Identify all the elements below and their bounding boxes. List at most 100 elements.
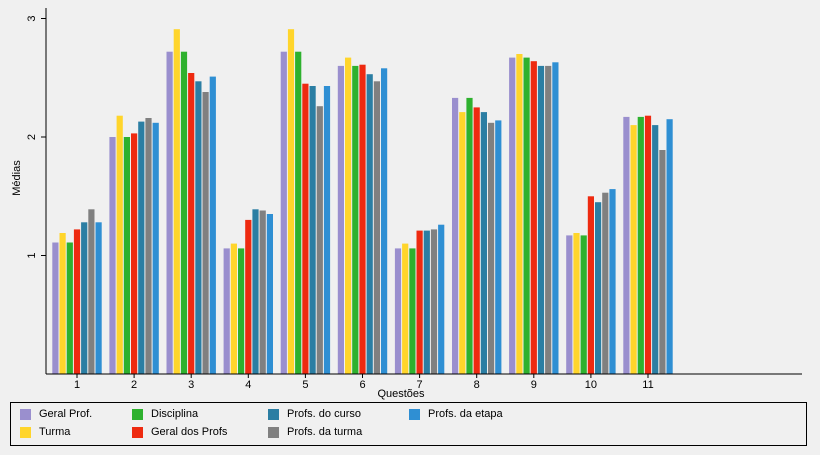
bar-q8-s3 — [466, 97, 473, 375]
bar-q10-s6 — [602, 192, 609, 374]
bar-q5-s6 — [316, 106, 323, 374]
legend-item: Profs. do curso — [268, 408, 361, 420]
bar-q6-s4 — [359, 64, 366, 374]
y-tick-label: 2 — [26, 134, 38, 140]
legend-label: Profs. do curso — [287, 408, 361, 420]
bar-q3-s1 — [166, 51, 173, 374]
x-tick-label: 4 — [245, 379, 251, 391]
bar-q2-s6 — [145, 118, 152, 374]
bar-q3-s5 — [195, 81, 202, 375]
legend-swatch — [268, 408, 279, 420]
bar-q11-s2 — [630, 125, 637, 374]
x-tick-label: 6 — [359, 379, 365, 391]
legend-swatch — [409, 408, 420, 420]
x-tick-label: 9 — [531, 379, 537, 391]
bar-q7-s7 — [438, 224, 445, 374]
bar-q7-s2 — [402, 243, 409, 374]
legend-swatch — [20, 426, 31, 438]
bar-q6-s2 — [345, 57, 352, 374]
x-axis-ticks: 1 2 3 4 5 6 7 8 9 10 11 — [74, 374, 654, 391]
x-axis-label: Questões — [377, 388, 425, 400]
bar-q3-s6 — [202, 92, 209, 374]
bar-q8-s5 — [480, 112, 487, 374]
legend-item: Geral Prof. — [20, 408, 92, 420]
bar-q7-s1 — [394, 248, 402, 374]
legend-label: Profs. da turma — [287, 426, 363, 438]
bar-q9-s1 — [509, 57, 516, 374]
y-tick-label: 3 — [26, 15, 38, 21]
bar-q4-s1 — [223, 248, 230, 374]
legend: Geral Prof. Turma Disciplina Geral dos Prof… — [10, 402, 807, 446]
legend-item: Profs. da etapa — [409, 408, 503, 420]
bar-q9-s3 — [523, 57, 530, 374]
bar-q4-s3 — [238, 248, 245, 374]
bar-q6-s1 — [337, 65, 344, 375]
legend-item: Disciplina — [132, 408, 198, 420]
legend-label: Turma — [39, 426, 71, 438]
bars-group — [52, 29, 673, 375]
bar-q8-s1 — [452, 97, 459, 375]
legend-item: Geral dos Profs — [132, 426, 227, 438]
legend-item: Profs. da turma — [268, 426, 362, 438]
bar-q3-s2 — [173, 29, 180, 374]
bar-q6-s7 — [381, 68, 388, 375]
bar-q4-s7 — [266, 214, 273, 374]
bar-q9-s2 — [516, 54, 523, 374]
bar-q1-s4 — [73, 229, 81, 374]
x-tick-label: 8 — [474, 379, 480, 391]
bar-q3-s7 — [209, 76, 216, 374]
bar-q5-s3 — [295, 51, 302, 374]
bar-q7-s6 — [430, 229, 438, 374]
bar-q11-s5 — [652, 125, 659, 374]
bar-q7-s4 — [416, 230, 423, 374]
bar-q1-s5 — [81, 222, 88, 374]
bar-q6-s5 — [366, 74, 373, 374]
x-tick-label: 3 — [188, 379, 194, 391]
bar-q9-s7 — [552, 62, 559, 375]
legend-label: Geral dos Profs — [151, 426, 228, 438]
bar-q9-s5 — [537, 65, 545, 375]
bar-q5-s1 — [280, 51, 287, 374]
x-tick-label: 5 — [302, 379, 308, 391]
bar-q8-s6 — [488, 122, 495, 374]
bar-q11-s7 — [666, 119, 673, 374]
bar-q11-s4 — [644, 115, 652, 374]
bar-q4-s6 — [259, 210, 266, 374]
legend-swatch — [132, 426, 143, 438]
x-tick-label: 7 — [417, 379, 423, 391]
bar-q8-s2 — [459, 112, 466, 374]
legend-swatch — [268, 426, 279, 438]
bar-q1-s3 — [66, 242, 73, 374]
bar-q5-s7 — [323, 86, 331, 374]
y-tick-label: 1 — [26, 252, 38, 258]
x-tick-label: 1 — [74, 379, 80, 391]
bar-q9-s6 — [545, 65, 552, 375]
bar-q1-s2 — [59, 233, 66, 374]
legend-swatch — [20, 408, 31, 420]
bar-q7-s3 — [409, 248, 416, 374]
bar-q10-s2 — [573, 233, 580, 374]
bar-q5-s4 — [302, 83, 309, 374]
y-axis-label: Médias — [11, 160, 23, 196]
bar-q11-s6 — [659, 150, 666, 374]
legend-item: Turma — [20, 426, 70, 438]
legend-swatch — [132, 408, 143, 420]
bar-q11-s1 — [623, 116, 630, 375]
bar-q2-s4 — [131, 133, 138, 374]
legend-label: Profs. da etapa — [428, 408, 503, 420]
bar-q8-s4 — [473, 107, 480, 375]
legend-label: Disciplina — [151, 408, 199, 420]
bar-q11-s3 — [637, 116, 644, 375]
bar-q2-s3 — [123, 137, 130, 374]
x-tick-label: 11 — [642, 379, 653, 391]
bar-q10-s4 — [587, 196, 594, 375]
bar-q4-s4 — [245, 219, 252, 374]
bar-q5-s2 — [287, 29, 295, 374]
legend-label: Geral Prof. — [39, 408, 93, 420]
bar-q4-s5 — [252, 209, 259, 374]
x-tick-label: 10 — [585, 379, 597, 391]
bar-q1-s6 — [88, 209, 95, 374]
bar-q3-s4 — [188, 73, 195, 374]
bar-q8-s7 — [495, 120, 502, 375]
